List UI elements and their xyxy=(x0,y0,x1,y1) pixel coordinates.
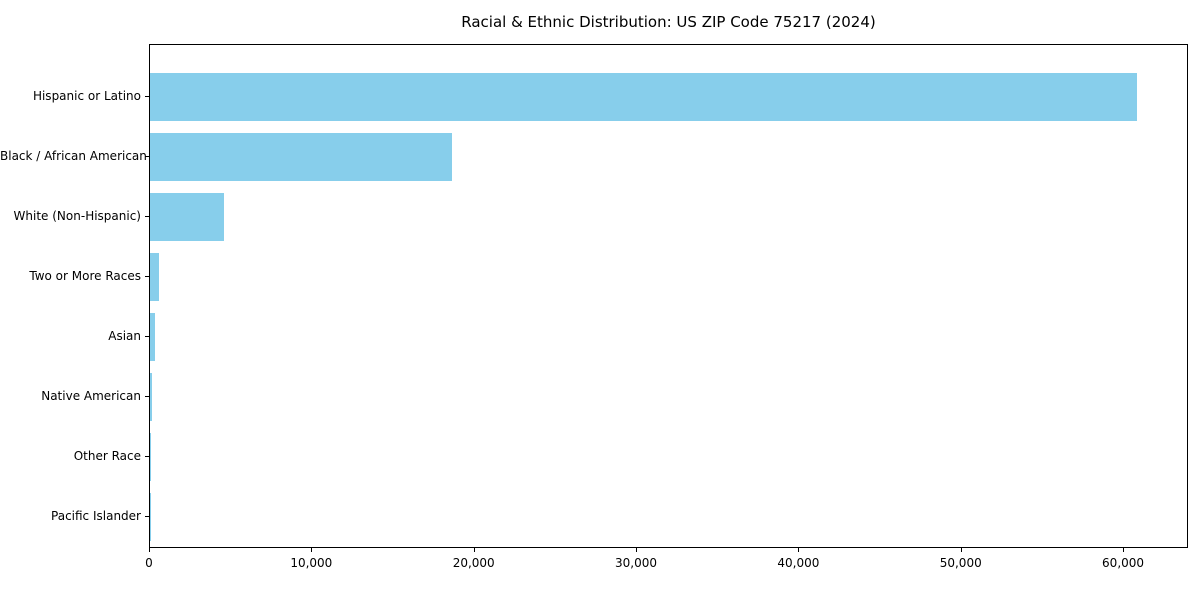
x-tick-label: 10,000 xyxy=(290,556,333,570)
x-tick-mark xyxy=(311,548,313,552)
y-tick-mark xyxy=(145,96,149,97)
bar-two-or-more-races xyxy=(150,253,159,301)
y-tick-mark xyxy=(145,336,149,337)
bar-hispanic-or-latino xyxy=(150,73,1138,121)
plot-area xyxy=(149,44,1188,548)
bar-black-african-american xyxy=(150,133,452,181)
y-tick-mark xyxy=(145,156,149,157)
bar-asian xyxy=(150,313,156,361)
y-label: Native American xyxy=(41,389,141,403)
y-axis-labels: Hispanic or Latino Black / African Americ… xyxy=(0,44,147,548)
y-label: Asian xyxy=(108,329,141,343)
y-label: Two or More Races xyxy=(29,269,141,283)
y-label: Black / African American xyxy=(0,149,147,163)
y-tick-mark xyxy=(145,396,149,397)
bar-native-american xyxy=(150,373,153,421)
y-label: White (Non-Hispanic) xyxy=(13,209,141,223)
y-label: Other Race xyxy=(73,449,141,463)
y-tick-mark xyxy=(145,216,149,217)
y-tick-mark xyxy=(145,456,149,457)
x-tick-label: 0 xyxy=(145,556,153,570)
y-tick-mark xyxy=(145,516,149,517)
y-label: Hispanic or Latino xyxy=(32,89,141,103)
x-tick-mark xyxy=(636,548,638,552)
x-axis: 0 10,000 20,000 30,000 40,000 50,000 60,000 xyxy=(145,548,1188,588)
x-tick-mark xyxy=(798,548,800,552)
x-tick-mark xyxy=(473,548,475,552)
chart-title: Racial & Ethnic Distribution: US ZIP Cod… xyxy=(461,13,876,31)
y-label: Pacific Islander xyxy=(51,509,141,523)
x-tick-mark xyxy=(149,548,150,552)
x-tick-label: 20,000 xyxy=(452,556,495,570)
x-tick-mark xyxy=(1123,548,1125,552)
bar-other-race xyxy=(150,433,151,481)
x-tick-mark xyxy=(960,548,962,552)
y-tick-mark xyxy=(145,276,149,277)
x-tick-label: 40,000 xyxy=(777,556,820,570)
x-tick-label: 60,000 xyxy=(1102,556,1145,570)
x-tick-label: 30,000 xyxy=(615,556,658,570)
x-tick-label: 50,000 xyxy=(939,556,982,570)
bar-white-non-hispanic xyxy=(150,193,224,241)
